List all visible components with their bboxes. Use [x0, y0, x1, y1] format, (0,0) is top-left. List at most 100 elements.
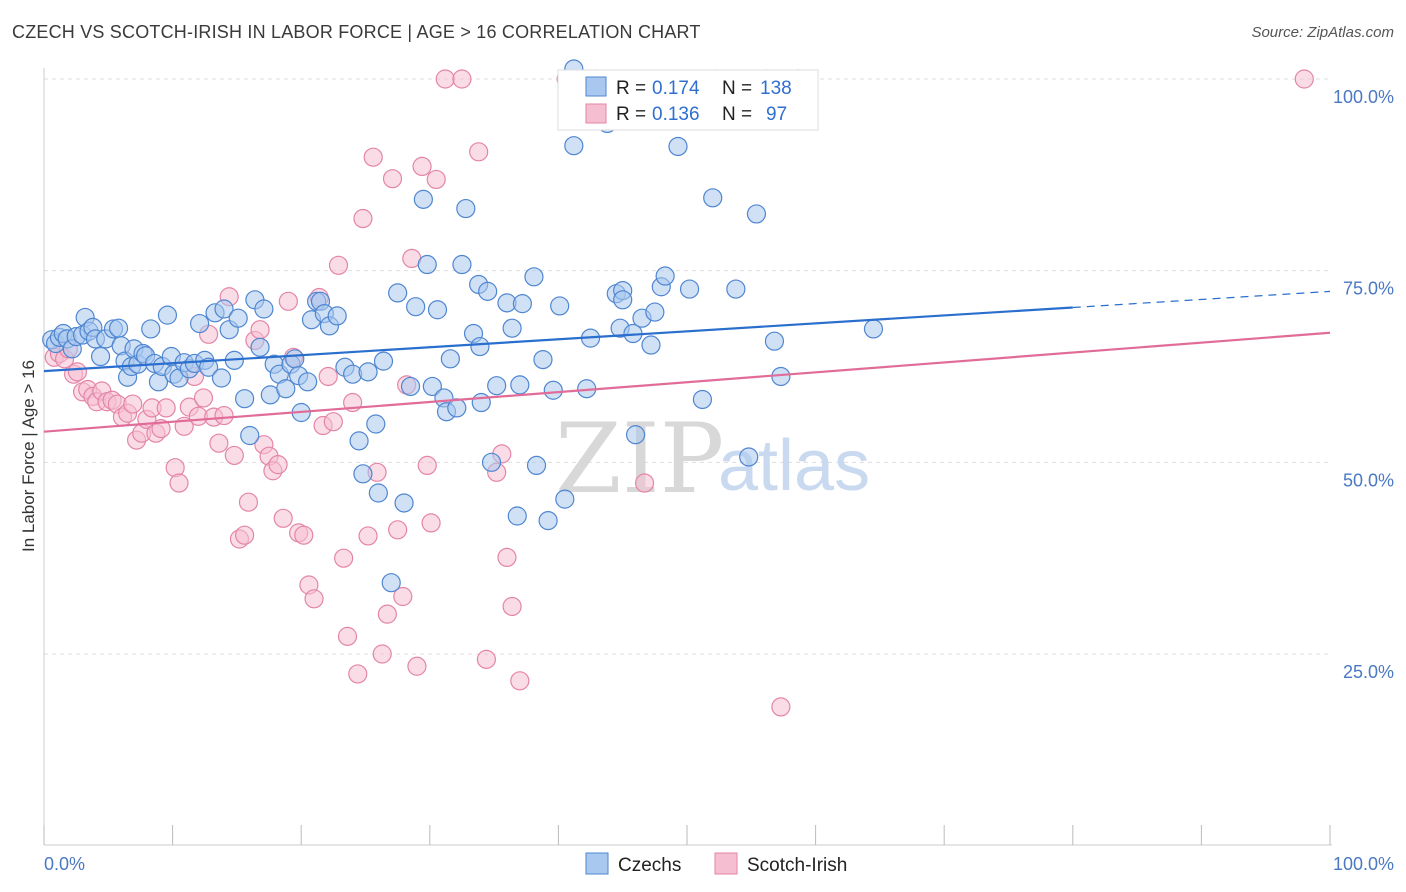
scotch-irish-point-75 — [417, 455, 437, 475]
czech-point-90 — [471, 392, 491, 413]
scotch-irish-point-16 — [123, 394, 143, 414]
czech-point-97 — [510, 375, 530, 395]
scotch-irish-point-38 — [235, 525, 255, 545]
scotch-irish-point-64 — [363, 147, 383, 167]
scotch-irish-point-45 — [268, 455, 288, 475]
czech-point-101 — [533, 350, 553, 370]
legend-czech-r-label: R = — [616, 78, 646, 99]
czech-point-126 — [739, 447, 759, 467]
scotch-irish-point-80 — [469, 142, 489, 162]
czech-point-123 — [692, 389, 713, 410]
scotch-irish-point-5 — [67, 362, 88, 382]
czech-point-28 — [157, 305, 178, 325]
czech-point-79 — [422, 376, 442, 397]
legend-scotch-n-value: 97 — [766, 104, 787, 125]
legend-bottom-scotch-swatch — [714, 852, 738, 875]
legend-czech-n-label: N = — [722, 78, 752, 99]
czech-point-127 — [746, 204, 767, 224]
czech-point-117 — [641, 335, 661, 355]
czech-point-66 — [349, 431, 369, 451]
axes — [43, 68, 1332, 846]
legend-top: R = 0.174 N = 138 R = 0.136 N = 97 — [557, 69, 819, 131]
scotch-irish-point-63 — [358, 526, 378, 546]
czech-point-125 — [726, 279, 746, 299]
scotch-irish-point-59 — [337, 626, 358, 646]
czech-point-84 — [447, 398, 467, 418]
trend-lines — [43, 290, 1331, 433]
czech-point-69 — [366, 414, 386, 434]
scotch-irish-point-92 — [1294, 69, 1314, 89]
scotch-irish-point-47 — [278, 291, 298, 311]
y-axis-tick-labels: 25.0% 50.0% 75.0% 100.0% — [1333, 87, 1394, 682]
scotch-irish-point-69 — [388, 520, 408, 540]
czech-point-63 — [327, 306, 347, 326]
czech-point-75 — [400, 376, 421, 397]
legend-bottom-czech-label: Czechs — [618, 855, 681, 876]
czech-point-89 — [470, 336, 490, 357]
scotch-irish-point-41 — [250, 320, 270, 340]
scotch-irish-point-74 — [412, 156, 432, 176]
scotch-irish-point-90 — [634, 473, 655, 493]
scotch-irish-point-30 — [193, 388, 214, 408]
scotch-irish-point-70 — [393, 586, 413, 607]
czech-trend-line — [43, 306, 1073, 373]
czech-point-106 — [564, 136, 584, 156]
czech-point-68 — [358, 362, 378, 382]
czech-point-83 — [440, 349, 460, 369]
czech-point-99 — [524, 267, 544, 287]
czech-point-15 — [108, 318, 129, 338]
scotch-irish-point-91 — [771, 697, 791, 717]
scotch-irish-point-62 — [353, 208, 373, 229]
czech-point-93 — [487, 376, 507, 396]
legend-bottom-czech-swatch — [585, 852, 609, 875]
czech-point-48 — [254, 299, 274, 319]
czech-point-24 — [141, 319, 161, 339]
scotch-irish-point-61 — [348, 664, 368, 684]
czech-point-40 — [214, 299, 234, 319]
czech-point-115 — [625, 425, 646, 445]
legend-scotch-r-label: R = — [616, 104, 646, 125]
czech-point-131 — [863, 319, 884, 339]
scotch-irish-point-57 — [328, 255, 349, 275]
y-tick-label-25: 25.0% — [1343, 662, 1394, 682]
y-tick-label-100: 100.0% — [1333, 87, 1394, 107]
czech-point-98 — [512, 294, 532, 314]
czech-point-37 — [199, 357, 219, 377]
czech-trend-extension — [1072, 290, 1331, 309]
czech-point-52 — [276, 379, 296, 399]
scotch-irish-point-68 — [382, 169, 403, 189]
scotch-irish-point-81 — [476, 649, 496, 669]
x-tick-label-max: 100.0% — [1333, 854, 1394, 874]
czech-point-103 — [543, 380, 563, 400]
czech-point-105 — [555, 489, 575, 509]
czech-point-128 — [764, 331, 785, 351]
czech-point-113 — [613, 290, 633, 310]
scotch-irish-point-86 — [510, 671, 530, 691]
legend-scotch-n-label: N = — [722, 104, 752, 125]
czech-point-43 — [228, 308, 248, 328]
scotch-irish-point-56 — [323, 412, 343, 432]
chart-title: CZECH VS SCOTCH-IRISH IN LABOR FORCE | A… — [12, 22, 701, 42]
scotch-irish-point-84 — [497, 547, 517, 568]
legend-bottom: Czechs Scotch-Irish — [585, 852, 847, 876]
czech-point-57 — [298, 372, 318, 392]
watermark-zip-text: ZIP — [555, 403, 724, 515]
czech-point-95 — [502, 318, 522, 338]
scotch-irish-point-66 — [372, 644, 392, 664]
scotch-irish-points — [44, 69, 1314, 717]
scotch-irish-point-55 — [318, 366, 338, 387]
x-axis-ticks — [43, 825, 1331, 845]
czech-point-92 — [481, 452, 502, 472]
czech-point-102 — [538, 510, 558, 531]
scotch-irish-point-79 — [452, 69, 472, 89]
y-tick-label-50: 50.0% — [1343, 470, 1394, 490]
y-axis-title: In Labor Force | Age > 16 — [19, 360, 38, 552]
czech-point-12 — [90, 346, 111, 367]
czech-point-47 — [250, 337, 270, 357]
scotch-irish-point-67 — [377, 604, 397, 624]
czech-point-100 — [526, 455, 547, 475]
czech-point-124 — [703, 188, 723, 208]
scotch-irish-point-39 — [238, 492, 259, 512]
source-label: Source: ZipAtlas.com — [1251, 24, 1394, 41]
